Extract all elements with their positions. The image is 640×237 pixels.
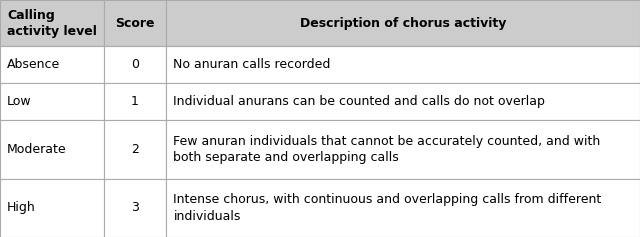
Text: Few anuran individuals that cannot be accurately counted, and with
both separate: Few anuran individuals that cannot be ac… [173, 135, 601, 164]
Text: Score: Score [115, 17, 155, 30]
Bar [166, 46, 640, 83]
Text: Low: Low [7, 95, 31, 108]
Bar [0, 83, 104, 120]
Text: Individual anurans can be counted and calls do not overlap: Individual anurans can be counted and ca… [173, 95, 545, 108]
Text: Calling
activity level: Calling activity level [7, 9, 97, 38]
Text: High: High [7, 201, 36, 214]
Text: 0: 0 [131, 58, 139, 71]
Text: 3: 3 [131, 201, 139, 214]
Bar [166, 179, 640, 237]
Text: Intense chorus, with continuous and overlapping calls from different
individuals: Intense chorus, with continuous and over… [173, 193, 602, 223]
Bar [0, 46, 104, 83]
Bar [104, 46, 166, 83]
Bar [104, 120, 166, 179]
Text: 2: 2 [131, 143, 139, 156]
Bar [0, 120, 104, 179]
Bar [104, 0, 166, 46]
Bar [166, 83, 640, 120]
Bar [104, 179, 166, 237]
Bar [0, 179, 104, 237]
Text: No anuran calls recorded: No anuran calls recorded [173, 58, 331, 71]
Bar [104, 83, 166, 120]
Bar [166, 120, 640, 179]
Text: Moderate: Moderate [7, 143, 67, 156]
Text: Absence: Absence [7, 58, 60, 71]
Bar [0, 0, 104, 46]
Text: 1: 1 [131, 95, 139, 108]
Text: Description of chorus activity: Description of chorus activity [300, 17, 506, 30]
Bar [166, 0, 640, 46]
